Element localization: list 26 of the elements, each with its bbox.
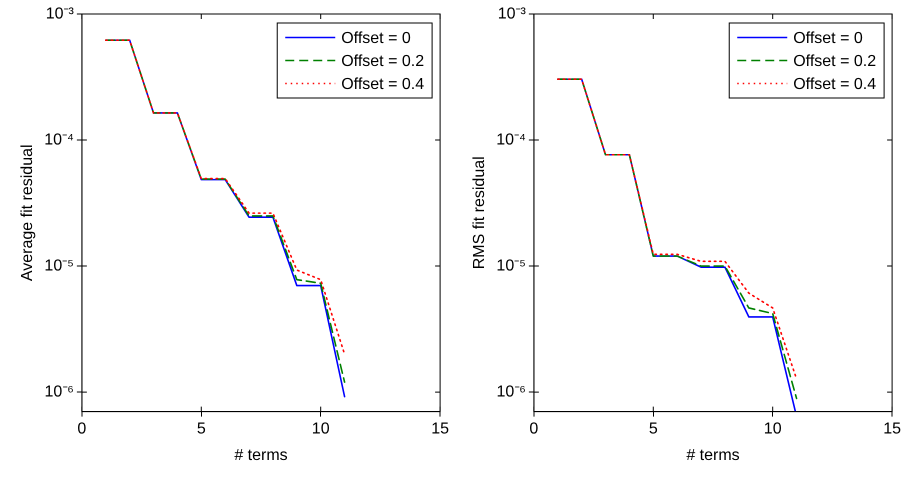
- y-tick-label: 10⁻⁴: [44, 131, 74, 148]
- y-tick-label: 10⁻³: [46, 5, 75, 22]
- legend-label: Offset = 0.2: [341, 52, 424, 70]
- x-axis-title: # terms: [234, 446, 288, 464]
- x-tick-label: 15: [883, 420, 902, 438]
- legend-label: Offset = 0.4: [341, 76, 424, 93]
- y-tick-label: 10⁻⁵: [496, 257, 526, 274]
- legend-label: Offset = 0: [793, 30, 863, 47]
- x-tick-label: 15: [431, 420, 450, 438]
- legend-label: Offset = 0.4: [793, 76, 876, 93]
- legend-label: Offset = 0.2: [793, 52, 876, 70]
- x-tick-label: 0: [529, 420, 538, 438]
- x-tick-label: 0: [77, 420, 86, 438]
- y-tick-label: 10⁻⁴: [496, 131, 526, 148]
- y-tick-label: 10⁻³: [498, 5, 527, 22]
- x-tick-label: 5: [196, 420, 206, 438]
- y-tick-label: 10⁻⁶: [496, 383, 526, 400]
- x-tick-label: 5: [648, 420, 658, 438]
- y-axis-title: Average fit residual: [19, 144, 36, 282]
- legend-label: Offset = 0: [341, 30, 411, 47]
- x-tick-label: 10: [312, 420, 330, 438]
- x-tick-label: 10: [764, 420, 782, 438]
- y-axis-title: RMS fit residual: [471, 156, 488, 270]
- x-axis-title: # terms: [686, 446, 740, 464]
- y-tick-label: 10⁻⁵: [44, 257, 74, 274]
- y-tick-label: 10⁻⁶: [44, 383, 74, 400]
